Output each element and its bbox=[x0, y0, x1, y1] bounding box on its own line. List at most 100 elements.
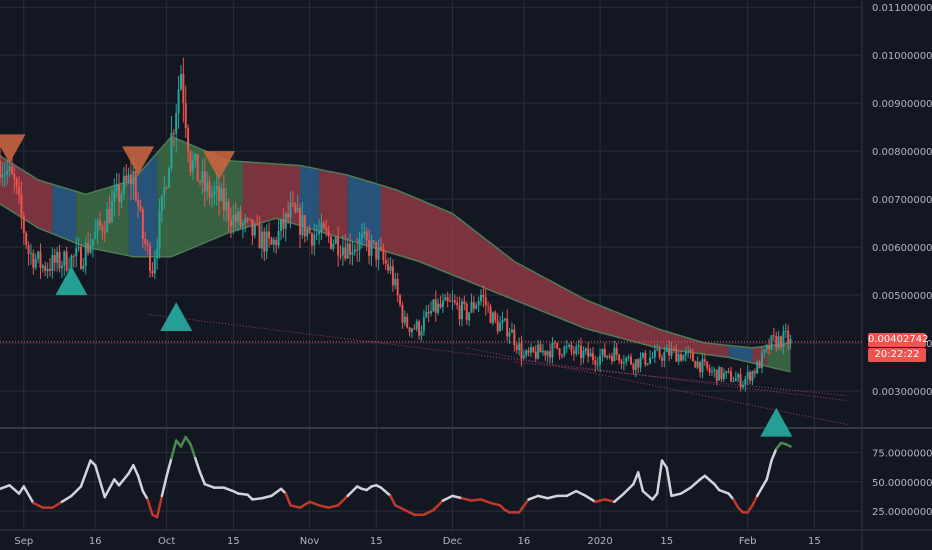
oscillator-segment bbox=[236, 492, 249, 496]
candle-body bbox=[253, 223, 256, 236]
candle-body bbox=[720, 367, 723, 379]
candle-body bbox=[584, 348, 587, 351]
candle-body bbox=[689, 351, 692, 353]
candle-body bbox=[301, 215, 304, 235]
oscillator-segment bbox=[379, 486, 392, 498]
candle-body bbox=[113, 191, 116, 202]
candle-body bbox=[210, 194, 213, 198]
candle-body bbox=[389, 266, 392, 271]
oscillator-segment bbox=[93, 464, 107, 499]
candle-body bbox=[527, 350, 530, 353]
candle-body bbox=[163, 187, 166, 196]
candle-body bbox=[165, 187, 168, 189]
candle-body bbox=[722, 372, 725, 379]
candle-body bbox=[510, 329, 513, 333]
candle-body bbox=[153, 258, 156, 274]
cloud-segment-bull bbox=[76, 181, 129, 256]
oscillator-segment bbox=[141, 489, 149, 501]
candle-body bbox=[372, 240, 375, 242]
candle-body bbox=[203, 171, 206, 192]
candle-body bbox=[482, 294, 485, 298]
candle-body bbox=[37, 251, 40, 259]
oscillator-segment bbox=[298, 500, 311, 509]
candle-body bbox=[646, 363, 649, 365]
candle-body bbox=[0, 160, 1, 178]
candle-body bbox=[101, 226, 104, 232]
time-tick-label: Dec bbox=[443, 536, 462, 547]
candle-body bbox=[365, 231, 368, 240]
candle-body bbox=[522, 355, 525, 359]
candle-body bbox=[475, 305, 478, 309]
candle-body bbox=[487, 305, 490, 307]
oscillator-segment bbox=[17, 485, 26, 495]
candle-body bbox=[406, 316, 409, 328]
oscillator-segment bbox=[260, 494, 273, 500]
candle-body bbox=[580, 345, 583, 359]
cloud-segment-bull bbox=[766, 343, 791, 372]
oscillator-segment bbox=[755, 486, 764, 498]
candle-body bbox=[751, 371, 754, 381]
candle-body bbox=[627, 356, 630, 358]
oscillator-tick-label: 75.00000000 bbox=[872, 448, 932, 459]
candle-body bbox=[589, 353, 592, 357]
candle-body bbox=[506, 318, 509, 337]
candle-body bbox=[334, 237, 337, 244]
candle-body bbox=[272, 239, 275, 245]
candle-body bbox=[234, 214, 237, 222]
time-axis[interactable]: Sep 16 Oct 15 Nov 15 Dec 16 2020 15 Feb 15 bbox=[14, 536, 820, 547]
price-tick-label: 0.01000000 bbox=[872, 51, 932, 62]
candle-body bbox=[382, 249, 385, 260]
trendlines bbox=[0, 313, 862, 426]
time-tick-label: 15 bbox=[808, 536, 821, 547]
candle-body bbox=[715, 369, 718, 381]
candle-body bbox=[463, 301, 466, 304]
candle-body bbox=[651, 357, 654, 359]
oscillator-axis[interactable]: 25.00000000 50.00000000 75.00000000 bbox=[872, 448, 932, 518]
candle-body bbox=[737, 374, 740, 379]
oscillator-segment bbox=[713, 482, 721, 492]
candle-body bbox=[49, 269, 52, 271]
trendline bbox=[514, 361, 848, 397]
candle-body bbox=[232, 214, 235, 227]
oscillator-segment bbox=[441, 494, 454, 502]
candle-body bbox=[789, 339, 792, 344]
candle-body bbox=[279, 219, 282, 231]
candle-body bbox=[75, 248, 78, 257]
candle-body bbox=[106, 209, 109, 233]
oscillator-segment bbox=[594, 498, 607, 504]
candle-body bbox=[744, 378, 747, 385]
oscillator-segment bbox=[308, 500, 321, 507]
oscillator-segment bbox=[660, 459, 668, 469]
oscillator-segment bbox=[432, 499, 445, 512]
candle-body bbox=[577, 345, 580, 347]
candle-body bbox=[96, 220, 99, 232]
time-tick-label: 15 bbox=[370, 536, 383, 547]
candle-body bbox=[227, 201, 230, 221]
candle-body bbox=[191, 160, 194, 172]
candle-body bbox=[537, 344, 540, 359]
candle-body bbox=[184, 103, 187, 129]
candle-body bbox=[680, 354, 683, 361]
candle-body bbox=[208, 181, 211, 198]
candle-body bbox=[241, 223, 244, 226]
candle-body bbox=[730, 371, 733, 382]
candle-body bbox=[175, 113, 178, 134]
candle-body bbox=[470, 302, 473, 313]
candle-body bbox=[620, 360, 623, 364]
oscillator-segment bbox=[203, 482, 216, 489]
candle-body bbox=[320, 223, 323, 233]
candle-body bbox=[139, 206, 142, 210]
oscillator-segment bbox=[160, 474, 168, 498]
candle-body bbox=[249, 218, 252, 220]
oscillator-segment bbox=[222, 486, 235, 493]
candle-body bbox=[144, 238, 147, 245]
oscillator-segment bbox=[117, 472, 130, 487]
candle-body bbox=[530, 347, 533, 353]
candle-body bbox=[13, 174, 16, 179]
candle-body bbox=[265, 231, 268, 252]
time-tick-label: Nov bbox=[300, 536, 320, 547]
candle-body bbox=[206, 181, 209, 192]
candle-body bbox=[525, 350, 528, 356]
oscillator-line bbox=[0, 435, 792, 519]
candle-body bbox=[189, 151, 192, 172]
